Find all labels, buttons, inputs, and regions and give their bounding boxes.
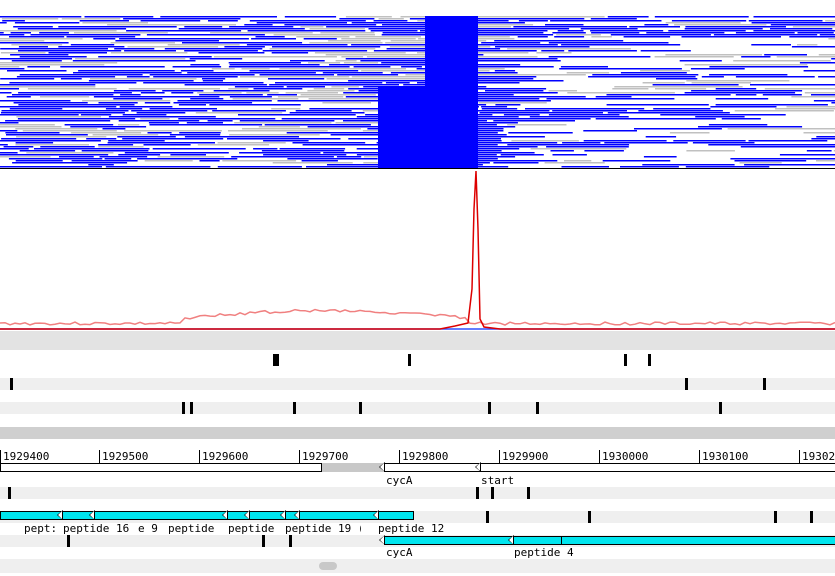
mark bbox=[719, 402, 722, 414]
mark bbox=[10, 378, 13, 390]
strand-arrow-icon bbox=[508, 535, 514, 545]
track-separator bbox=[0, 331, 835, 350]
mark bbox=[648, 354, 651, 366]
mark bbox=[488, 402, 491, 414]
mark bbox=[536, 402, 539, 414]
mark bbox=[262, 535, 265, 547]
gene-label: cycA bbox=[386, 474, 413, 487]
mark bbox=[359, 402, 362, 414]
horizontal-scrollbar-thumb[interactable] bbox=[319, 562, 337, 570]
peptide-label: peptide 19 ( bbox=[285, 523, 361, 535]
strand-arrow-icon bbox=[379, 462, 385, 472]
mark bbox=[289, 535, 292, 547]
peptide-label: peptide 12 bbox=[378, 522, 445, 535]
gene-label: start bbox=[481, 474, 515, 487]
read-pileup-canvas bbox=[0, 16, 835, 168]
strand-arrow-icon bbox=[294, 510, 300, 520]
peptide-label: peptide bbox=[228, 522, 275, 535]
read-stack bbox=[425, 16, 478, 168]
mark bbox=[491, 487, 494, 499]
peptide-feature-block[interactable] bbox=[0, 511, 414, 520]
strand-arrow-icon bbox=[373, 510, 379, 520]
ruler-label: 1929400 bbox=[0, 450, 49, 463]
mark bbox=[624, 354, 627, 366]
ruler-label: 1930100 bbox=[699, 450, 748, 463]
coverage-plot bbox=[0, 170, 835, 330]
marks-track-2[interactable] bbox=[0, 378, 835, 390]
ruler-label: 1929600 bbox=[199, 450, 248, 463]
track-separator-2 bbox=[0, 427, 835, 439]
mark bbox=[190, 402, 193, 414]
intergenic-region bbox=[322, 463, 384, 472]
ruler-label: 1929800 bbox=[399, 450, 448, 463]
mark bbox=[685, 378, 688, 390]
ruler-label: 1929700 bbox=[299, 450, 348, 463]
mark bbox=[293, 402, 296, 414]
mark bbox=[273, 354, 279, 366]
ruler-label: 1930200 bbox=[799, 450, 835, 463]
read-segments bbox=[0, 16, 835, 168]
mark bbox=[67, 535, 70, 547]
gene-label: cycA bbox=[386, 546, 413, 559]
strand-arrow-icon bbox=[222, 510, 228, 520]
mark bbox=[588, 511, 591, 523]
ruler-label: 1929500 bbox=[99, 450, 148, 463]
coverage-line-peak bbox=[0, 170, 835, 330]
mark bbox=[810, 511, 813, 523]
feature-divider bbox=[561, 536, 562, 545]
peptide-label: peptide bbox=[168, 522, 215, 535]
mark bbox=[486, 511, 489, 523]
peptide-4-feature[interactable] bbox=[384, 536, 835, 545]
gene-feature[interactable] bbox=[0, 463, 322, 472]
strand-arrow-icon bbox=[244, 510, 250, 520]
gene-cycA[interactable] bbox=[384, 463, 480, 472]
coverage-track[interactable] bbox=[0, 168, 835, 331]
mark bbox=[527, 487, 530, 499]
ruler-label: 1930000 bbox=[599, 450, 648, 463]
peptide-label: e 9 bbox=[138, 522, 158, 535]
mark bbox=[774, 511, 777, 523]
marks-track-1[interactable] bbox=[0, 354, 835, 366]
marks-track-4[interactable] bbox=[0, 487, 835, 499]
mark bbox=[8, 487, 11, 499]
peptide-label: peptide 16 bbox=[63, 522, 130, 535]
ruler-label: 1929900 bbox=[499, 450, 548, 463]
strand-arrow-icon bbox=[475, 462, 481, 472]
mark bbox=[763, 378, 766, 390]
bottom-track bbox=[0, 559, 835, 573]
strand-arrow-icon bbox=[379, 535, 385, 545]
strand-arrow-icon bbox=[57, 510, 63, 520]
peptide-label: peptide 4 bbox=[514, 546, 574, 559]
coverage-line-total bbox=[0, 308, 835, 326]
gene-start-feature[interactable] bbox=[480, 463, 835, 472]
read-stack bbox=[378, 86, 428, 168]
mark bbox=[476, 487, 479, 499]
peptide-label: pept: bbox=[24, 522, 58, 535]
strand-arrow-icon bbox=[89, 510, 95, 520]
marks-track-3[interactable] bbox=[0, 402, 835, 414]
strand-arrow-icon bbox=[280, 510, 286, 520]
mark bbox=[408, 354, 411, 366]
mark bbox=[182, 402, 185, 414]
read-alignment-track[interactable] bbox=[0, 16, 835, 168]
